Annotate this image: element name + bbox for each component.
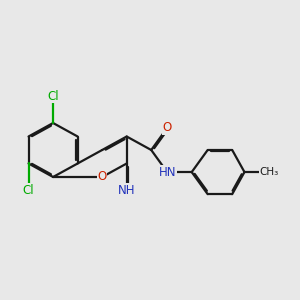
Text: NH: NH (118, 184, 135, 197)
Text: Cl: Cl (23, 184, 34, 197)
Text: O: O (163, 122, 172, 134)
Text: Cl: Cl (47, 89, 59, 103)
Text: O: O (98, 170, 107, 184)
Text: HN: HN (158, 166, 176, 178)
Text: CH₃: CH₃ (260, 167, 279, 177)
